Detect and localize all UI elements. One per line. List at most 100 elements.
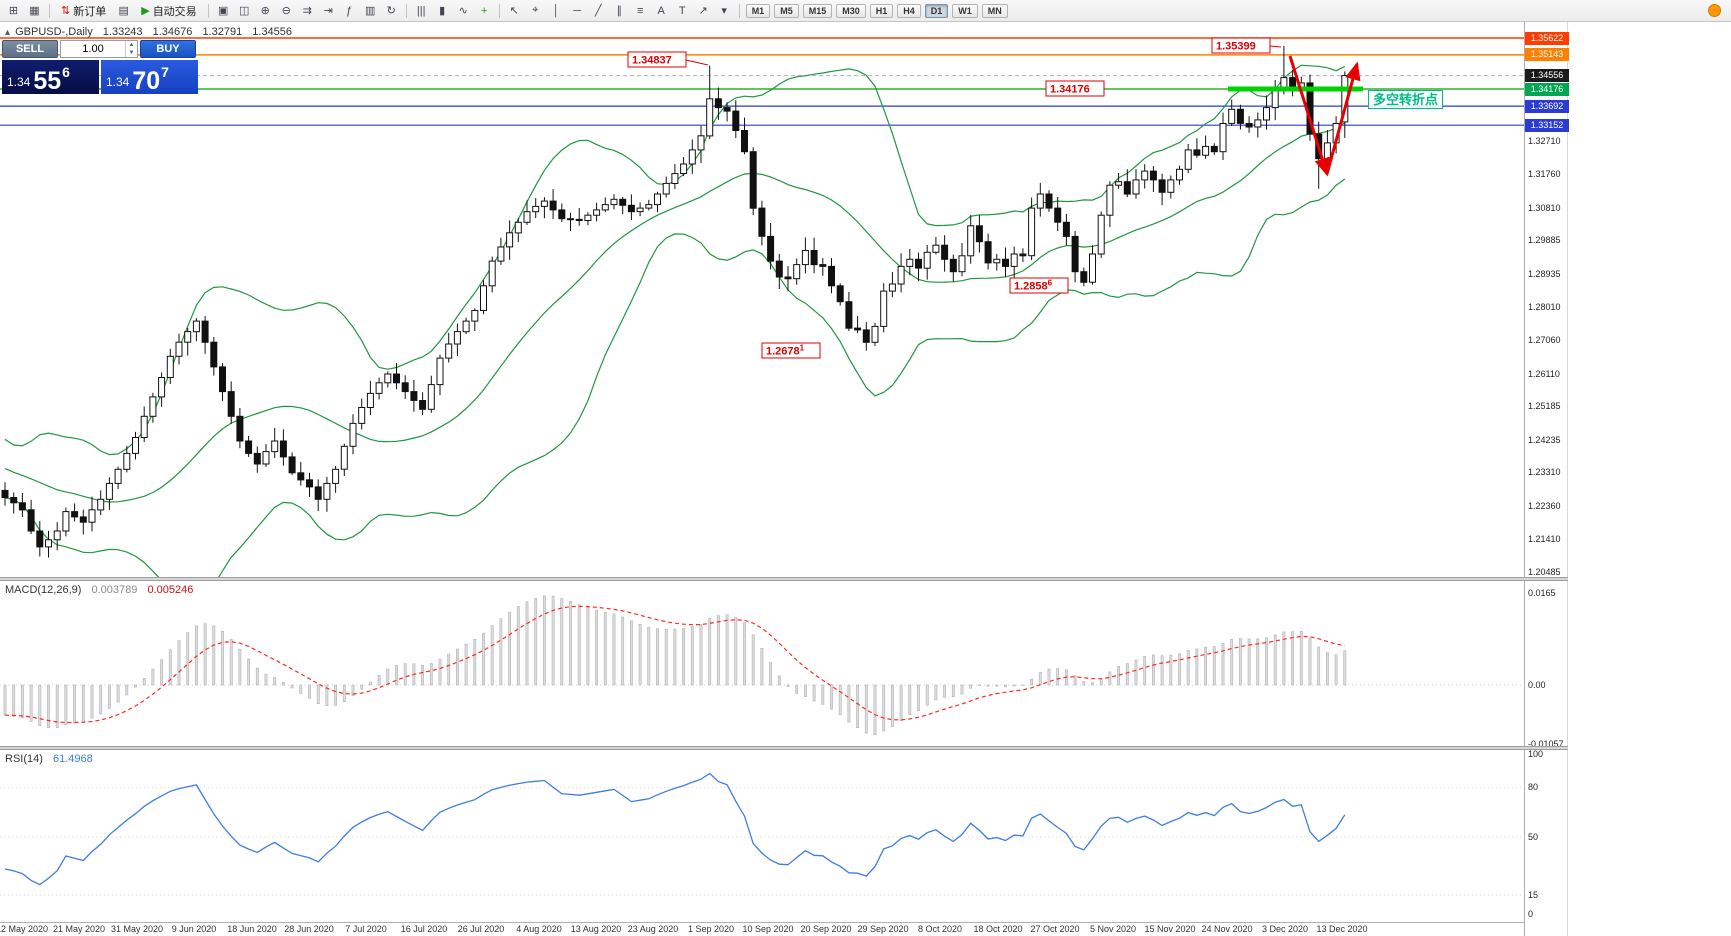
cursor-icon[interactable]: ↖	[505, 2, 524, 19]
volume-down-button[interactable]: ▼	[128, 50, 135, 56]
sell-price-display[interactable]: 1.34 55 6	[2, 60, 99, 94]
rsi-scale-label: 0	[1528, 909, 1534, 919]
price-tag-1.33152: 1.33152	[1525, 119, 1569, 132]
ohlc-close: 1.34556	[252, 26, 293, 38]
dropdown-icon[interactable]: ▾	[715, 2, 734, 19]
volume-input[interactable]	[61, 41, 125, 57]
price-label[interactable]: 1.26781	[761, 342, 821, 359]
time-axis[interactable]: 12 May 2020 21 May 2020 31 May 2020 9 Jun 2…	[0, 922, 1524, 936]
zoom-in-icon[interactable]: ⊕	[256, 2, 275, 19]
chart-symbol-period: GBPUSD-,Daily	[15, 26, 93, 38]
label-icon[interactable]: T	[673, 2, 692, 19]
horizontal-line-icon[interactable]: ─	[568, 2, 587, 19]
chart-window-icon[interactable]: ▤	[114, 2, 133, 19]
rsi-panel-canvas[interactable]	[0, 750, 1524, 922]
autotrading-button-label: 自动交易	[152, 5, 197, 18]
timeframe-w1-button[interactable]: W1	[952, 3, 978, 18]
sell-button[interactable]: SELL	[2, 40, 58, 58]
buy-price-display[interactable]: 1.34 70 7	[101, 60, 198, 94]
timeframe-h1-button[interactable]: H1	[869, 3, 894, 18]
main-chart-canvas[interactable]: 1.34837 1.35399 1.34176 1.28586 1.26781	[0, 22, 1524, 577]
timeframe-d1-button[interactable]: D1	[924, 3, 949, 18]
svg-text:1.26781: 1.26781	[766, 344, 805, 358]
volume-up-button[interactable]: ▲	[128, 42, 135, 48]
macd-panel-canvas[interactable]	[0, 581, 1524, 746]
alert-icon[interactable]	[1708, 4, 1721, 17]
price-scale-tick: 1.21410	[1528, 534, 1561, 544]
macd-scale-label: 0.00	[1528, 680, 1546, 690]
tile-windows-icon[interactable]: ◫	[235, 2, 254, 19]
ohlc-high: 1.34676	[152, 26, 193, 38]
price-label[interactable]: 1.34176	[1045, 80, 1105, 97]
volume-control: ▲ ▼	[60, 40, 138, 58]
new-order-button[interactable]: ⇅ 新订单	[55, 2, 112, 19]
svg-text:1.35399: 1.35399	[1216, 41, 1256, 53]
auto-scroll-icon[interactable]: ⇉	[298, 2, 317, 19]
volume-spinner: ▲ ▼	[125, 41, 137, 57]
trend-arrow-2[interactable]	[1325, 61, 1361, 175]
date-label: 29 Sep 2020	[857, 924, 909, 934]
turning-point-label[interactable]: 多空转折点	[1368, 90, 1444, 109]
rsi-scale-label: 100	[1528, 749, 1544, 759]
price-label-callout	[685, 59, 709, 66]
buy-button[interactable]: BUY	[140, 40, 196, 58]
price-scale-tick: 1.23310	[1528, 467, 1561, 477]
price-scale-tick: 1.28935	[1528, 269, 1561, 279]
trend-arrow-1[interactable]	[1288, 55, 1330, 177]
chart-shift-icon[interactable]: ⇥	[319, 2, 338, 19]
date-label: 4 Aug 2020	[516, 924, 562, 934]
data-window-icon[interactable]: ▥	[361, 2, 380, 19]
ohlc-low: 1.32791	[202, 26, 243, 38]
line-chart-icon[interactable]: ∿	[454, 2, 473, 19]
channel-icon[interactable]: ∥	[610, 2, 629, 19]
panel-splitter-macd[interactable]	[0, 577, 1568, 581]
bars-chart-icon[interactable]: |||	[412, 2, 431, 19]
price-label[interactable]: 1.34837	[627, 51, 687, 68]
price-label[interactable]: 1.28586	[1009, 277, 1069, 294]
date-label: 18 Jun 2020	[227, 924, 277, 934]
indicators-icon[interactable]: ƒ	[340, 2, 359, 19]
new-order-button-label: 新订单	[73, 5, 107, 18]
trendline-icon[interactable]: ╱	[589, 2, 608, 19]
price-scale[interactable]: 1.32710 1.31760 1.30810 1.29885 1.28935 1.280…	[1524, 22, 1569, 936]
cascade-windows-icon[interactable]: ▣	[214, 2, 233, 19]
candles-chart-icon[interactable]: ▮	[433, 2, 452, 19]
refresh-icon[interactable]: ↻	[382, 2, 401, 19]
rsi-value: 61.4968	[52, 753, 93, 765]
toolbar-separator	[738, 3, 740, 18]
price-scale-tick: 1.25185	[1528, 401, 1561, 411]
timeframe-h4-button[interactable]: H4	[897, 3, 921, 18]
timeframe-mn-button[interactable]: MN	[981, 3, 1008, 18]
bollinger-middle-band	[4, 122, 1346, 503]
profiles-icon[interactable]: ▦	[25, 2, 44, 19]
date-label: 26 Jul 2020	[457, 924, 505, 934]
text-icon[interactable]: A	[652, 2, 671, 19]
rsi-scale-label: 80	[1528, 782, 1539, 792]
autotrading-button-icon: ▶	[141, 5, 150, 17]
fibonacci-icon[interactable]: ≡	[631, 2, 650, 19]
vertical-line-icon[interactable]: │	[547, 2, 566, 19]
timeframe-m15-button[interactable]: M15	[802, 3, 833, 18]
new-chart-icon[interactable]: ⊞	[4, 2, 23, 19]
date-label: 9 Jun 2020	[171, 924, 217, 934]
add-indicator-icon[interactable]: +	[475, 2, 494, 19]
price-tag-1.34176: 1.34176	[1525, 83, 1569, 96]
date-label: 16 Jul 2020	[400, 924, 448, 934]
price-scale-tick: 1.27060	[1528, 335, 1561, 345]
autotrading-button[interactable]: ▶ 自动交易	[135, 2, 202, 19]
rsi-scale-label: 15	[1528, 890, 1539, 900]
rsi-line	[4, 772, 1346, 886]
shapes-icon[interactable]: ↗	[694, 2, 713, 19]
timeframe-m30-button[interactable]: M30	[836, 3, 866, 18]
crosshair-icon[interactable]: ⌖	[526, 2, 545, 19]
panel-splitter-rsi[interactable]	[0, 746, 1568, 750]
zoom-out-icon[interactable]: ⊖	[277, 2, 296, 19]
timeframe-m5-button[interactable]: M5	[774, 3, 799, 18]
rsi-indicator-name: RSI(14)	[5, 753, 43, 765]
price-label[interactable]: 1.35399	[1211, 37, 1271, 54]
svg-text:1.28586: 1.28586	[1014, 279, 1053, 293]
date-label: 5 Nov 2020	[1089, 924, 1137, 934]
date-label: 15 Nov 2020	[1144, 924, 1196, 934]
timeframe-m1-button[interactable]: M1	[745, 3, 771, 18]
date-label: 31 May 2020	[110, 924, 164, 934]
